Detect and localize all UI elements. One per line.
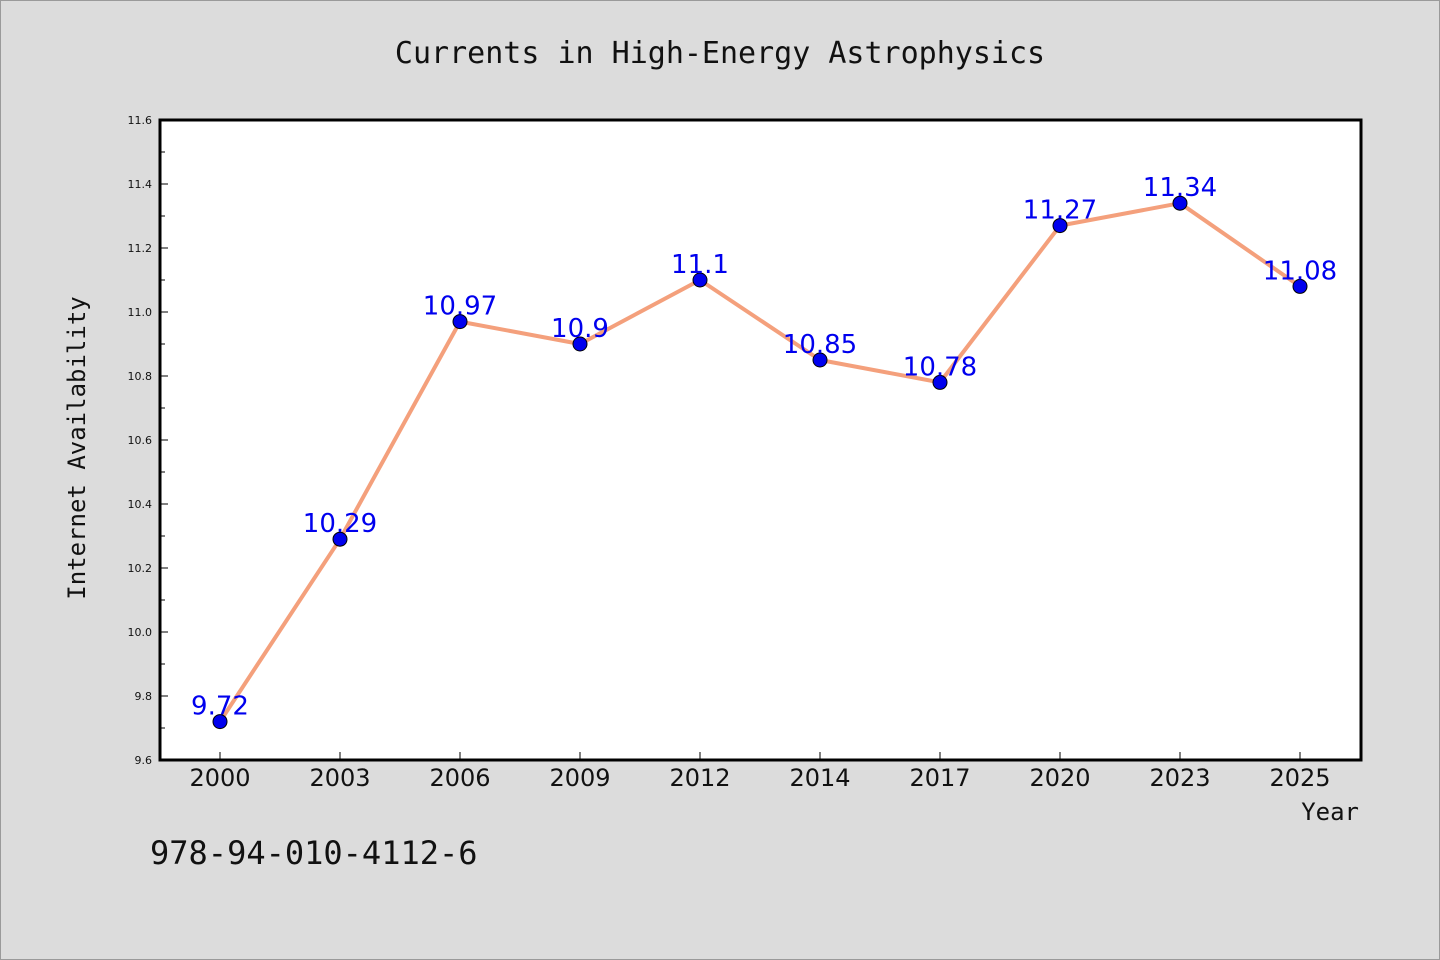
data-point [932, 374, 948, 390]
x-tick-label: 2003 [309, 764, 370, 792]
x-axis: 2000 2003 2006 2009 2012 2014 2017 2020 2023 2025 [189, 752, 1331, 792]
data-label: 10.85 [783, 330, 857, 360]
x-tick-label: 2020 [1029, 764, 1090, 792]
data-label: 10.78 [903, 352, 977, 382]
data-label: 11.1 [671, 250, 729, 280]
data-point [572, 336, 588, 352]
data-point [332, 531, 348, 547]
x-tick-label: 2009 [549, 764, 610, 792]
series-group: 9.72 10.29 10.97 10.9 11.1 10.85 10.78 11.27 11.… [191, 173, 1337, 730]
series-line [218, 201, 1302, 724]
footer-isbn: 978-94-010-4112-6 [150, 834, 478, 872]
data-label: 11.34 [1143, 173, 1217, 203]
x-tick-label: 2000 [189, 764, 250, 792]
y-tick-label: 10.4 [128, 498, 153, 511]
y-tick-label: 11.2 [128, 242, 153, 255]
data-point [1292, 278, 1308, 294]
data-label: 11.27 [1023, 196, 1097, 226]
x-tick-label: 2017 [909, 764, 970, 792]
data-label: 9.72 [191, 692, 249, 722]
data-point [812, 352, 828, 368]
x-axis-label: Year [1301, 798, 1359, 826]
data-point [452, 314, 468, 330]
data-point [212, 714, 228, 730]
y-tick-label: 10.2 [128, 562, 153, 575]
data-point [692, 272, 708, 288]
y-tick-label: 9.8 [135, 690, 153, 703]
data-point [1052, 218, 1068, 234]
y-axis-label: Internet Availability [63, 296, 91, 599]
x-tick-label: 2023 [1149, 764, 1210, 792]
data-label: 11.08 [1263, 256, 1337, 286]
y-tick-label: 11.4 [128, 178, 153, 191]
x-tick-label: 2025 [1269, 764, 1330, 792]
plot-area [158, 118, 1363, 762]
y-tick-label: 9.6 [135, 754, 153, 767]
data-point [1172, 195, 1188, 211]
y-axis: 9.6 9.8 10.0 10.2 10.4 10.6 10.8 11.0 11.2 11.4 11… [128, 114, 168, 767]
x-tick-label: 2014 [789, 764, 850, 792]
y-tick-label: 10.0 [128, 626, 153, 639]
data-label: 10.9 [551, 314, 609, 344]
x-tick-label: 2012 [669, 764, 730, 792]
y-tick-label: 11.6 [128, 114, 153, 127]
chart-title: Currents in High-Energy Astrophysics [395, 36, 1045, 71]
data-label: 10.97 [423, 292, 497, 322]
y-tick-label: 10.6 [128, 434, 153, 447]
y-tick-label: 10.8 [128, 370, 153, 383]
y-tick-label: 11.0 [128, 306, 153, 319]
x-tick-label: 2006 [429, 764, 490, 792]
data-label: 10.29 [303, 509, 377, 539]
